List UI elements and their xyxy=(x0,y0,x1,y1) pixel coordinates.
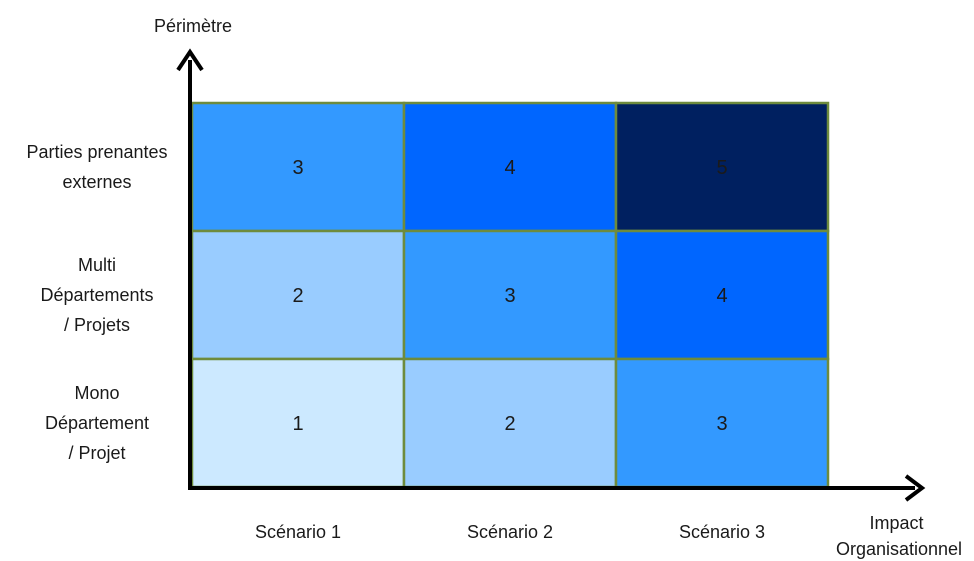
x-axis-title-line: Impact xyxy=(869,513,923,533)
x-tick-label: Scénario 3 xyxy=(679,522,765,542)
cell-value-label: 2 xyxy=(504,413,515,435)
y-tick-label-line: Département xyxy=(45,413,149,433)
y-tick-label-line: Mono xyxy=(74,383,119,403)
x-axis-title: Impact Organisationnel xyxy=(836,513,962,559)
cell-value-label: 1 xyxy=(292,413,303,435)
y-tick-label-line: Parties prenantes xyxy=(26,142,167,162)
y-axis-arrow-icon xyxy=(176,48,204,72)
cell-value-label: 2 xyxy=(292,285,303,307)
x-axis-title-line: Organisationnel xyxy=(836,539,962,559)
cell-value-label: 3 xyxy=(292,157,303,179)
y-tick-label-line: / Projet xyxy=(68,443,125,463)
x-tick-labels: Scénario 1 Scénario 2 Scénario 3 xyxy=(255,522,765,542)
y-tick-labels: Parties prenantes externes Multi Départemen… xyxy=(26,142,167,463)
heatmap-cell-labels: 3 4 5 2 3 4 1 2 3 xyxy=(292,157,727,435)
cell-value-label: 4 xyxy=(716,285,727,307)
cell-value-label: 5 xyxy=(716,157,727,179)
y-axis-title: Périmètre xyxy=(154,16,232,36)
axes xyxy=(176,48,926,502)
y-tick-label: Parties prenantes externes xyxy=(26,142,167,192)
y-tick-label-line: Multi xyxy=(78,255,116,275)
heatmap-cell xyxy=(614,101,830,233)
heatmap-cell xyxy=(402,357,618,489)
heatmap-cell xyxy=(190,229,406,361)
x-tick-label: Scénario 1 xyxy=(255,522,341,542)
x-tick-label: Scénario 2 xyxy=(467,522,553,542)
y-tick-label: Mono Département / Projet xyxy=(45,383,149,463)
heatmap-cells xyxy=(190,101,830,489)
y-tick-label-line: / Projets xyxy=(64,315,130,335)
heatmap-cell xyxy=(190,101,406,233)
heatmap-cell xyxy=(614,229,830,361)
y-tick-label: Multi Départements / Projets xyxy=(40,255,153,335)
y-tick-label-line: externes xyxy=(62,172,131,192)
x-axis-arrow-icon xyxy=(904,474,926,502)
cell-value-label: 3 xyxy=(504,285,515,307)
cell-value-label: 3 xyxy=(716,413,727,435)
cell-value-label: 4 xyxy=(504,157,515,179)
heatmap-cell xyxy=(402,101,618,233)
y-tick-label-line: Départements xyxy=(40,285,153,305)
